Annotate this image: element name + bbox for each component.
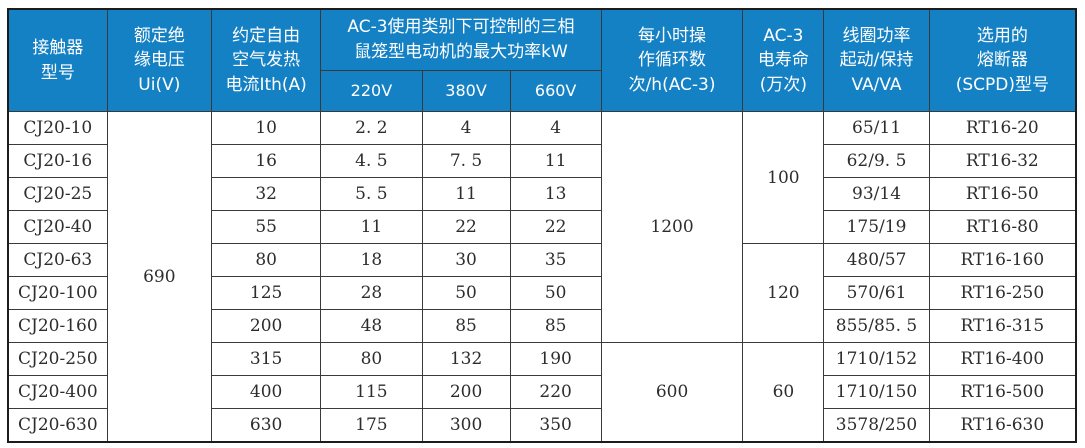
table-row: CJ20-63 80 18 30 35 120 480/57 RT16-160 bbox=[7, 243, 1077, 343]
cell-ith: 55 bbox=[210, 210, 322, 244]
table-row: CJ20-630 630 175 300 350 3578/250 RT16-6… bbox=[7, 408, 1077, 443]
cell-p660: 50 bbox=[509, 276, 602, 310]
cell-ith: 125 bbox=[210, 276, 322, 310]
table-row: CJ20-250 315 80 132 190 600 60 1710/152 … bbox=[7, 342, 1077, 443]
cell-coil: 3578/250 bbox=[823, 408, 930, 443]
cell-fuse: RT16-50 bbox=[928, 177, 1077, 211]
header-insulation-voltage: 额定绝 缘电压 Ui(V) bbox=[106, 8, 212, 112]
cell-coil: 855/85. 5 bbox=[823, 309, 930, 343]
cell-p220: 4. 5 bbox=[320, 144, 423, 178]
cell-p380: 300 bbox=[421, 408, 511, 443]
header-voltage-220: 220V bbox=[320, 70, 423, 112]
table-row: CJ20-100 125 28 50 50 570/61 RT16-250 bbox=[7, 276, 1077, 310]
table-row: CJ20-40 55 11 22 22 175/19 RT16-80 bbox=[7, 210, 1077, 244]
cell-life: 100 bbox=[742, 111, 825, 244]
contactor-spec-table: 接触器 型号 额定绝 缘电压 Ui(V) 约定自由 空气发热 电流Ith(A) … bbox=[7, 8, 1077, 443]
cell-p380: 4 bbox=[421, 111, 511, 145]
cell-model: CJ20-63 bbox=[7, 243, 108, 277]
cell-life: 60 bbox=[742, 342, 825, 443]
cell-coil: 480/57 bbox=[823, 243, 930, 277]
cell-model: CJ20-100 bbox=[7, 276, 108, 310]
cell-ith: 200 bbox=[210, 309, 322, 343]
cell-coil: 62/9. 5 bbox=[823, 144, 930, 178]
table-row: CJ20-25 32 5. 5 11 13 93/14 RT16-50 bbox=[7, 177, 1077, 211]
cell-p220: 11 bbox=[320, 210, 423, 244]
header-voltage-380: 380V bbox=[421, 70, 511, 112]
cell-p380: 22 bbox=[421, 210, 511, 244]
cell-fuse: RT16-160 bbox=[928, 243, 1077, 277]
cell-p660: 350 bbox=[509, 408, 602, 443]
cell-cycles: 600 bbox=[600, 342, 744, 443]
table-row: CJ20-16 16 4. 5 7. 5 11 62/9. 5 RT16-32 bbox=[7, 144, 1077, 178]
cell-ith: 10 bbox=[210, 111, 322, 145]
header-coil-power: 线圈功率 起动/保持 VA/VA bbox=[823, 8, 930, 112]
cell-ith: 630 bbox=[210, 408, 322, 443]
cell-p660: 190 bbox=[509, 342, 602, 376]
cell-fuse: RT16-32 bbox=[928, 144, 1077, 178]
cell-p220: 48 bbox=[320, 309, 423, 343]
cell-p380: 132 bbox=[421, 342, 511, 376]
cell-p380: 30 bbox=[421, 243, 511, 277]
cell-model: CJ20-630 bbox=[7, 408, 108, 443]
header-model: 接触器 型号 bbox=[7, 8, 108, 112]
cell-fuse: RT16-315 bbox=[928, 309, 1077, 343]
cell-p380: 200 bbox=[421, 375, 511, 409]
cell-p220: 175 bbox=[320, 408, 423, 443]
cell-p220: 5. 5 bbox=[320, 177, 423, 211]
cell-fuse: RT16-500 bbox=[928, 375, 1077, 409]
table-row: CJ20-400 400 115 200 220 1710/150 RT16-5… bbox=[7, 375, 1077, 409]
header-cycles-per-hour: 每小时操 作循环数 次/h(AC-3) bbox=[600, 8, 744, 112]
cell-p220: 28 bbox=[320, 276, 423, 310]
cell-ith: 315 bbox=[210, 342, 322, 376]
cell-model: CJ20-16 bbox=[7, 144, 108, 178]
cell-ith: 80 bbox=[210, 243, 322, 277]
cell-p660: 22 bbox=[509, 210, 602, 244]
cell-p380: 11 bbox=[421, 177, 511, 211]
cell-life: 120 bbox=[742, 243, 825, 343]
header-thermal-current: 约定自由 空气发热 电流Ith(A) bbox=[210, 8, 322, 112]
cell-fuse: RT16-80 bbox=[928, 210, 1077, 244]
table-row: CJ20-10 690 10 2. 2 4 4 1200 100 65/11 R… bbox=[7, 111, 1077, 443]
cell-coil: 1710/152 bbox=[823, 342, 930, 376]
cell-coil: 1710/150 bbox=[823, 375, 930, 409]
cell-model: CJ20-160 bbox=[7, 309, 108, 343]
cell-p380: 7. 5 bbox=[421, 144, 511, 178]
cell-p660: 85 bbox=[509, 309, 602, 343]
cell-ith: 400 bbox=[210, 375, 322, 409]
cell-p220: 2. 2 bbox=[320, 111, 423, 145]
cell-cycles: 1200 bbox=[600, 111, 744, 343]
cell-coil: 175/19 bbox=[823, 210, 930, 244]
cell-p220: 115 bbox=[320, 375, 423, 409]
cell-fuse: RT16-630 bbox=[928, 408, 1077, 443]
cell-fuse: RT16-400 bbox=[928, 342, 1077, 376]
cell-p660: 11 bbox=[509, 144, 602, 178]
cell-insulation-voltage: 690 bbox=[106, 111, 212, 443]
header-power-group: AC-3使用类别下可控制的三相 鼠笼型电动机的最大功率kW bbox=[320, 8, 602, 71]
cell-model: CJ20-25 bbox=[7, 177, 108, 211]
cell-p380: 85 bbox=[421, 309, 511, 343]
cell-coil: 93/14 bbox=[823, 177, 930, 211]
header-voltage-660: 660V bbox=[509, 70, 602, 112]
cell-fuse: RT16-250 bbox=[928, 276, 1077, 310]
cell-p380: 50 bbox=[421, 276, 511, 310]
cell-p660: 35 bbox=[509, 243, 602, 277]
header-electrical-life: AC-3 电寿命 (万次) bbox=[742, 8, 825, 112]
cell-ith: 32 bbox=[210, 177, 322, 211]
header-fuse: 选用的 熔断器 (SCPD)型号 bbox=[928, 8, 1077, 112]
cell-model: CJ20-400 bbox=[7, 375, 108, 409]
cell-coil: 65/11 bbox=[823, 111, 930, 145]
cell-model: CJ20-250 bbox=[7, 342, 108, 376]
cell-p660: 220 bbox=[509, 375, 602, 409]
cell-p220: 80 bbox=[320, 342, 423, 376]
cell-model: CJ20-10 bbox=[7, 111, 108, 145]
cell-fuse: RT16-20 bbox=[928, 111, 1077, 145]
cell-p220: 18 bbox=[320, 243, 423, 277]
table-row: CJ20-160 200 48 85 85 855/85. 5 RT16-315 bbox=[7, 309, 1077, 343]
cell-coil: 570/61 bbox=[823, 276, 930, 310]
cell-p660: 4 bbox=[509, 111, 602, 145]
cell-ith: 16 bbox=[210, 144, 322, 178]
cell-p660: 13 bbox=[509, 177, 602, 211]
cell-model: CJ20-40 bbox=[7, 210, 108, 244]
